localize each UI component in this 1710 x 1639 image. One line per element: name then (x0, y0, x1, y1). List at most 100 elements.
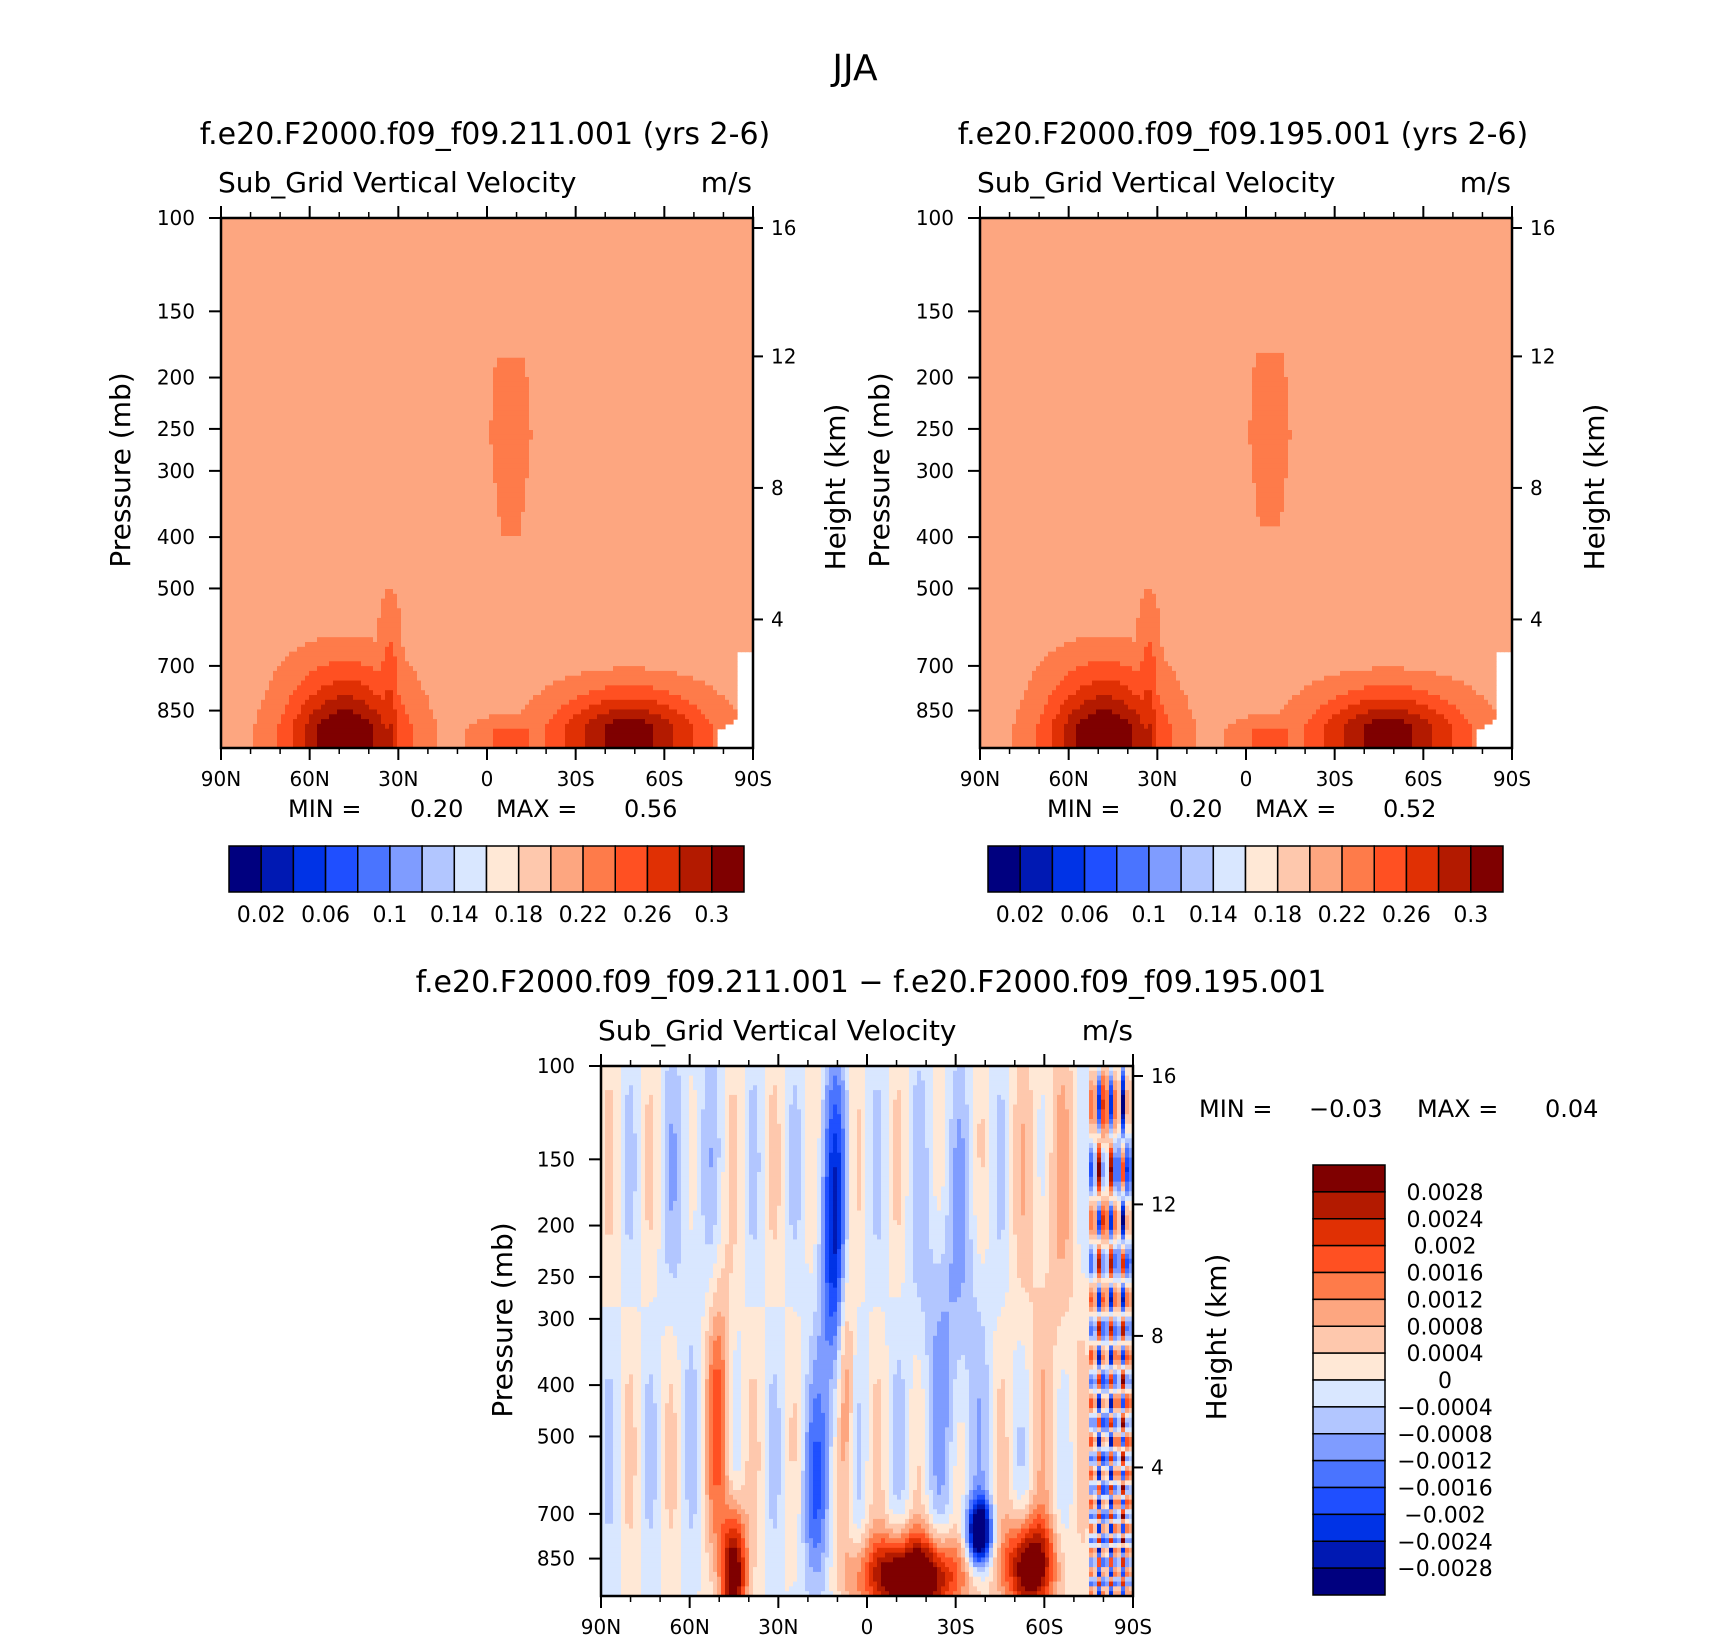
field-cell (325, 681, 330, 686)
field-cell (301, 338, 306, 343)
field-cell (289, 372, 294, 377)
field-cell (321, 594, 326, 599)
field-cell (261, 391, 266, 396)
field-cell (341, 401, 346, 406)
field-cell (361, 247, 366, 252)
field-cell (349, 314, 354, 319)
field-cell (281, 589, 286, 594)
field-cell (353, 507, 358, 512)
field-cell (305, 565, 310, 570)
field-cell (249, 517, 254, 522)
field-cell (353, 661, 358, 666)
field-cell (329, 628, 334, 633)
field-cell (233, 382, 238, 387)
field-cell (245, 685, 250, 690)
field-cell (325, 223, 330, 228)
field-cell (277, 334, 282, 339)
field-cell (357, 594, 362, 599)
field-cell (241, 565, 246, 570)
field-cell (349, 406, 354, 411)
field-cell (329, 483, 334, 488)
field-cell (329, 652, 334, 657)
field-cell (345, 526, 350, 531)
field-cell (233, 324, 238, 329)
field-cell (377, 435, 382, 440)
field-cell (265, 473, 270, 478)
field-cell (237, 459, 242, 464)
field-cell (265, 382, 270, 387)
field-cell (369, 531, 374, 536)
field-cell (321, 666, 326, 671)
field-cell (337, 285, 342, 290)
field-cell (261, 363, 266, 368)
field-cell (369, 290, 374, 295)
field-cell (313, 541, 318, 546)
field-cell (245, 613, 250, 618)
field-cell (321, 709, 326, 714)
field-cell (261, 454, 266, 459)
field-cell (273, 724, 278, 729)
field-cell (241, 671, 246, 676)
field-cell (329, 666, 334, 671)
field-cell (241, 237, 246, 242)
field-cell (373, 416, 378, 421)
field-cell (237, 420, 242, 425)
field-cell (345, 449, 350, 454)
field-cell (313, 594, 318, 599)
field-cell (349, 705, 354, 710)
field-cell (229, 709, 234, 714)
field-cell (249, 223, 254, 228)
field-cell (317, 334, 322, 339)
field-cell (333, 266, 338, 271)
field-cell (297, 493, 302, 498)
field-cell (265, 223, 270, 228)
field-cell (349, 671, 354, 676)
field-cell (313, 493, 318, 498)
field-cell (305, 661, 310, 666)
field-cell (361, 338, 366, 343)
field-cell (313, 512, 318, 517)
field-cell (317, 435, 322, 440)
field-cell (297, 497, 302, 502)
field-cell (237, 305, 242, 310)
field-cell (373, 570, 378, 575)
field-cell (237, 469, 242, 474)
field-cell (289, 685, 294, 690)
field-cell (293, 252, 298, 257)
field-cell (317, 676, 322, 681)
field-cell (373, 363, 378, 368)
field-cell (361, 430, 366, 435)
field-cell (293, 512, 298, 517)
field-cell (305, 502, 310, 507)
field-cell (257, 285, 262, 290)
field-cell (233, 276, 238, 281)
field-cell (317, 305, 322, 310)
field-cell (329, 416, 334, 421)
field-cell (229, 526, 234, 531)
field-cell (253, 416, 258, 421)
field-cell (273, 608, 278, 613)
field-cell (353, 637, 358, 642)
field-cell (277, 681, 282, 686)
field-cell (301, 261, 306, 266)
field-cell (249, 652, 254, 657)
field-cell (289, 396, 294, 401)
field-cell (281, 329, 286, 334)
field-cell (345, 228, 350, 233)
field-cell (345, 276, 350, 281)
field-cell (285, 488, 290, 493)
field-cell (369, 734, 374, 739)
field-cell (357, 343, 362, 348)
field-cell (317, 623, 322, 628)
field-cell (261, 416, 266, 421)
field-cell (281, 242, 286, 247)
field-cell (249, 420, 254, 425)
field-cell (261, 247, 266, 252)
field-cell (349, 329, 354, 334)
field-cell (277, 416, 282, 421)
field-cell (249, 305, 254, 310)
field-cell (341, 526, 346, 531)
field-cell (317, 661, 322, 666)
field-cell (237, 483, 242, 488)
field-cell (265, 560, 270, 565)
